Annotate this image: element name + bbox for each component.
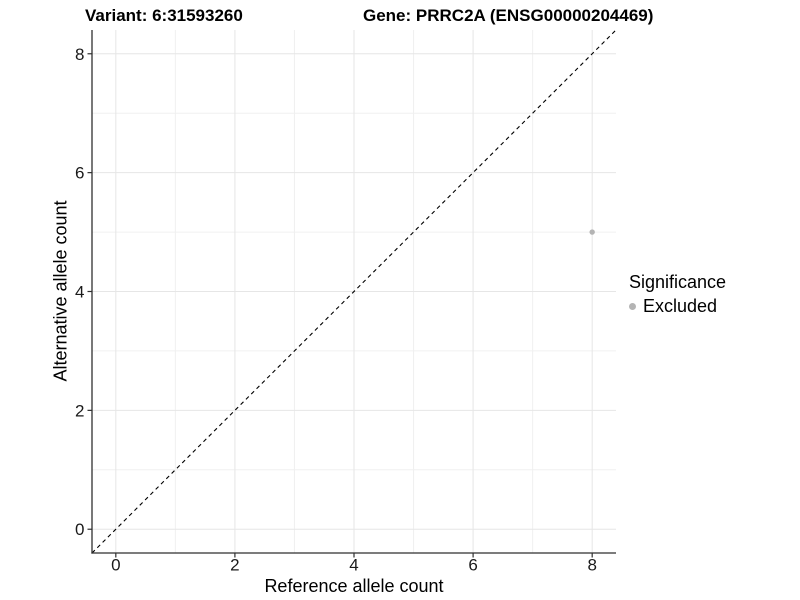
x-tick-label: 4 [349,556,358,575]
variant-title: Variant: 6:31593260 [85,6,243,25]
y-tick-label: 4 [75,283,84,302]
y-axis-title: Alternative allele count [50,200,71,382]
legend-title: Significance [629,272,727,292]
legend-item-label: Excluded [643,296,718,316]
y-tick-label: 6 [75,164,84,183]
legend-key-dot [629,302,636,310]
data-point [589,229,595,235]
x-tick-label: 8 [587,556,596,575]
legend-item-excluded: Excluded [629,296,726,316]
x-tick-label: 6 [468,556,477,575]
x-tick-label: 2 [230,556,239,575]
legend: Significance Excluded [629,272,726,316]
identity-line [91,29,617,554]
y-tick-label: 8 [75,45,84,64]
x-tick-label: 0 [111,556,120,575]
gene-title: Gene: PRRC2A (ENSG00000204469) [363,6,654,25]
x-axis-title: Reference allele count [264,576,444,596]
y-tick-label: 0 [75,520,84,539]
y-tick-label: 2 [75,401,84,420]
